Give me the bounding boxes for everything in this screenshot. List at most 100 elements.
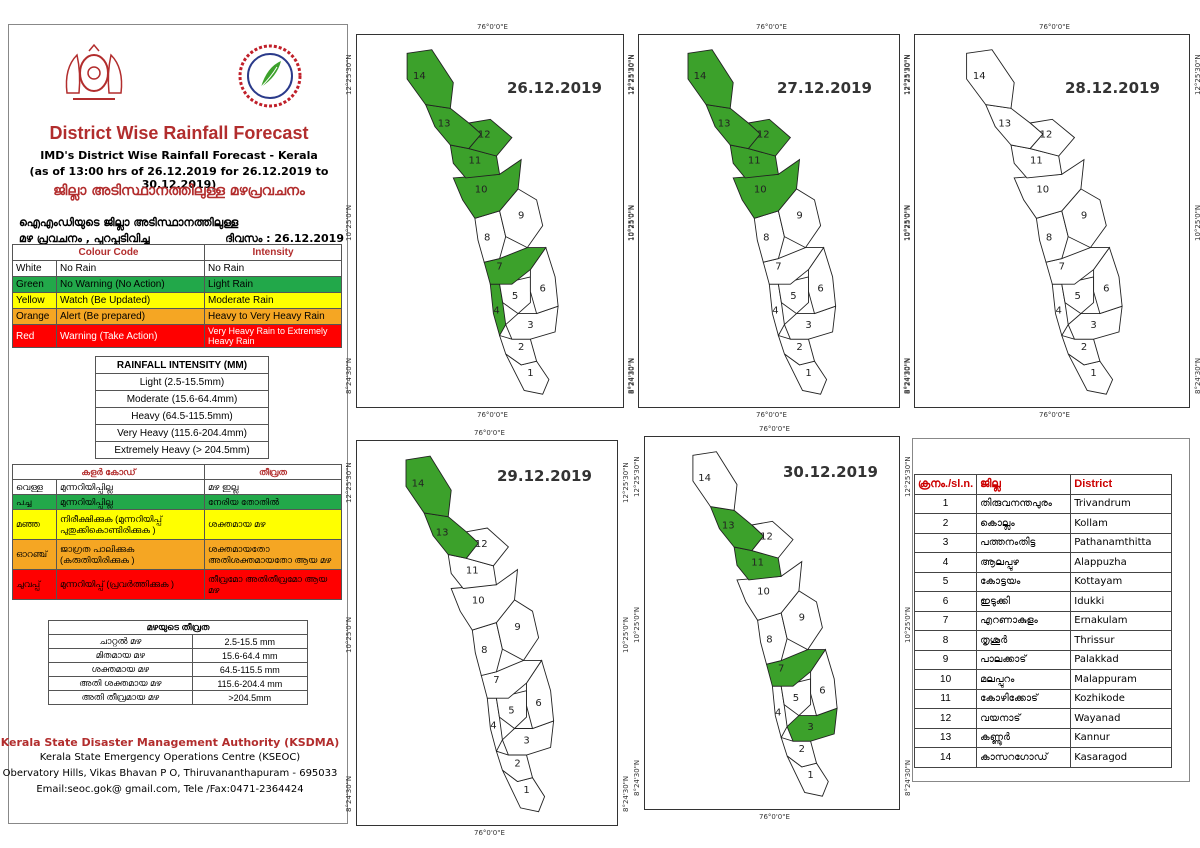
- intensity-header: Intensity: [204, 244, 342, 261]
- district-number-label: 13: [722, 521, 735, 532]
- ml-colour-intensity: മഴ ഇല്ല: [204, 479, 342, 495]
- ml-intensity-table: മഴയുടെ തീവ്രത ചാറ്റൽ മഴ 2.5-15.5 mm മിതമായ…: [48, 620, 309, 705]
- longitude-label-bottom: 76°0'0"E: [759, 813, 790, 821]
- district-region-7: [762, 247, 825, 285]
- district-row: 7 എറണാകുളം Ernakulam: [913, 610, 1172, 631]
- colour-meaning: Watch (Be Updated): [56, 292, 205, 309]
- district-number-label: 7: [493, 675, 499, 686]
- forecast-period: (as of 13:00 hrs of 26.12.2019 for 26.12…: [29, 165, 329, 191]
- district-number-label: 1: [523, 785, 529, 796]
- district-region-13: [984, 104, 1044, 150]
- district-region-14: [687, 49, 734, 109]
- district-en-name: Trivandrum: [1070, 493, 1172, 514]
- latitude-label-left: 10°25'0"N: [627, 204, 635, 241]
- ml-colour-intensity: ശക്തമായതോ അതിശക്തമായതോ ആയ മഴ: [204, 539, 342, 570]
- forecast-source: IMD's District Wise Rainfall Forecast - …: [40, 149, 318, 162]
- district-number-label: 14: [413, 71, 426, 82]
- district-number-label: 11: [469, 155, 482, 166]
- ml-intensity-row: ശക്തമായ മഴ 64.5-115.5 mm: [48, 662, 309, 677]
- district-en-name: Kottayam: [1070, 571, 1172, 592]
- district-number-label: 10: [475, 185, 488, 196]
- forecast-date: 28.12.2019: [1065, 79, 1160, 97]
- district-region-10: [452, 158, 522, 219]
- latitude-label-left: 8°24'30"N: [903, 357, 911, 395]
- ml-colour-intensity: നേരിയ തോതിൽ: [204, 494, 342, 510]
- colour-intensity: Light Rain: [204, 276, 342, 293]
- district-number-label: 2: [796, 342, 802, 353]
- district-row: 9 പാലക്കാട് Palakkad: [913, 649, 1172, 670]
- district-number-label: 11: [466, 565, 479, 576]
- district-region-3: [505, 305, 559, 340]
- latitude-label-left: 10°25'0"N: [345, 617, 353, 654]
- district-number-label: 10: [754, 185, 767, 196]
- district-number-label: 12: [478, 130, 491, 141]
- district-number-label: 4: [775, 708, 781, 719]
- issued-line-2a: മഴ പ്രവചനം , പുറപ്പടിവിച്ച: [19, 232, 150, 245]
- title-malayalam: ജില്ലാ അടിസ്ഥാനത്തിലുള്ള മഴപ്രവചനം: [53, 183, 305, 199]
- forecast-date: 30.12.2019: [783, 463, 878, 481]
- district-region-13: [705, 104, 761, 150]
- latitude-label-left: 8°24'30"N: [345, 775, 353, 812]
- latitude-label-left: 8°24'30"N: [633, 759, 641, 797]
- rainfall-intensity-row: Extremely Heavy (> 204.5mm): [95, 441, 269, 459]
- forecast-map-panel: 30.12.2019 1 2 3 4 5 6 7 8 9 10 11 12 13 14 76°0'0"E 76°…: [633, 425, 912, 821]
- latitude-label-right: 10°25'0"N: [622, 617, 630, 654]
- district-row: 14 കാസറഗോഡ് Kasaragod: [913, 747, 1172, 768]
- footer-address: Obervatory Hills, Vikas Bhavan P O, Thir…: [2, 768, 338, 779]
- district-region-14: [406, 49, 454, 109]
- latitude-label-left: 10°25'0"N: [903, 204, 911, 241]
- longitude-label-top: 76°0'0"E: [474, 429, 505, 437]
- ml-colour-name: മഞ്ഞ: [12, 509, 57, 540]
- district-row: 3 പത്തനംതിട്ട Pathanamthitta: [913, 532, 1172, 553]
- district-region-3: [1067, 305, 1123, 340]
- district-number-label: 11: [1030, 155, 1043, 166]
- district-number-label: 3: [527, 320, 533, 331]
- ml-colour-meaning: മുന്നറിയിപ്പില്ല: [56, 479, 205, 495]
- district-no: 2: [913, 513, 978, 534]
- district-number-label: 13: [718, 119, 731, 130]
- rainfall-intensity-table: RAINFALL INTENSITY (MM) Light (2.5-15.5m…: [95, 356, 269, 459]
- district-row: 2 കൊല്ലം Kollam: [913, 513, 1172, 534]
- district-number-label: 8: [484, 232, 490, 243]
- kerala-emblem-icon: [65, 43, 123, 100]
- colour-name: Orange: [12, 308, 57, 325]
- ml-intensity-range: 115.6-204.4 mm: [191, 676, 309, 691]
- latitude-label-right: 10°25'0"N: [904, 606, 912, 643]
- ml-colour-meaning: മുന്നറിയിപ്പില്ല: [56, 494, 205, 510]
- district-number-label: 3: [807, 722, 813, 733]
- district-region-3: [786, 707, 838, 742]
- latitude-label-right: 12°25'30"N: [622, 462, 630, 503]
- rainfall-intensity-cell: Moderate (15.6-64.4mm): [95, 390, 269, 408]
- district-region-13: [423, 512, 479, 559]
- district-number-label: 4: [1056, 306, 1062, 317]
- district-number-label: 12: [760, 532, 773, 543]
- district-en-name: Palakkad: [1070, 649, 1172, 670]
- colour-intensity: No Rain: [204, 260, 342, 277]
- district-region-10: [1013, 158, 1085, 219]
- forecast-map-panel: 29.12.2019 1 2 3 4 5 6 7 8 9 10 11 12 13 14 76°0'0"E 76°…: [345, 429, 630, 837]
- district-number-label: 9: [518, 210, 524, 221]
- district-number-label: 11: [748, 155, 761, 166]
- longitude-label-bottom: 76°0'0"E: [1039, 411, 1070, 419]
- ml-colour-row: ചുവപ്പ് മുന്നറിയിപ്പ് (പ്രവർത്തിക്കുക ) തീ…: [12, 569, 342, 600]
- district-row: 10 മലപ്പുറം Malappuram: [913, 669, 1172, 690]
- district-number-label: 12: [475, 539, 488, 550]
- district-ml-name: പാലക്കാട്: [976, 649, 1072, 670]
- ml-intensity-range: 15.6-64.4 mm: [191, 648, 309, 663]
- ml-colour-name: പച്ച: [12, 494, 57, 510]
- district-number-label: 9: [799, 612, 805, 623]
- forecast-date: 29.12.2019: [497, 467, 592, 485]
- ml-colour-name: വെള്ള: [12, 479, 57, 495]
- district-row: 12 വയനാട് Wayanad: [913, 708, 1172, 729]
- colour-code-table: Colour Code Intensity White No Rain No Rai…: [12, 244, 342, 348]
- district-en-name: Kozhikode: [1070, 688, 1172, 709]
- longitude-label-bottom: 76°0'0"E: [474, 829, 505, 837]
- latitude-label-right: 8°24'30"N: [904, 759, 912, 797]
- district-ml-name: കൊല്ലം: [976, 513, 1072, 534]
- district-region-5: [499, 276, 531, 315]
- latitude-label-left: 10°25'0"N: [633, 606, 641, 643]
- district-ml-name: പത്തനംതിട്ട: [976, 532, 1072, 553]
- district-number-label: 14: [698, 473, 711, 484]
- district-number-label: 8: [481, 645, 487, 656]
